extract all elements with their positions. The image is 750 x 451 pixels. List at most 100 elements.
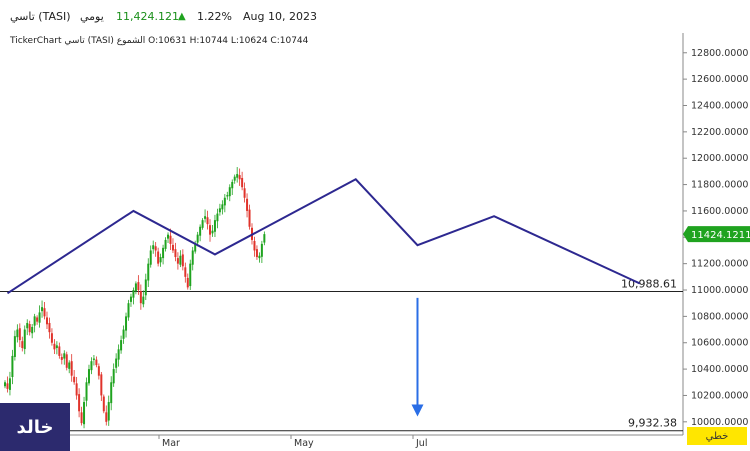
candle-body <box>80 412 83 424</box>
candle-body <box>196 234 199 243</box>
y-tick-label: 11000.0000 <box>691 285 748 296</box>
candle-body <box>97 366 100 376</box>
candle-body <box>144 279 147 296</box>
candle-body <box>248 209 251 227</box>
candle-body <box>60 356 63 360</box>
current-price-tag: 11424.1211 <box>683 226 750 243</box>
candle-body <box>87 369 90 384</box>
support-level-label: 9,932.38 <box>628 417 677 430</box>
candle-body <box>255 249 258 258</box>
candle-body <box>169 235 172 244</box>
y-tick-label: 10000.0000 <box>691 417 748 428</box>
candle-body <box>112 369 115 384</box>
y-tick-label: 12000.0000 <box>691 153 748 164</box>
candle-body <box>209 225 212 235</box>
y-tick-label: 10800.0000 <box>691 311 748 322</box>
candle-body <box>102 396 105 412</box>
candle-body <box>134 283 137 292</box>
candle-body <box>28 324 31 333</box>
candle-body <box>48 322 51 333</box>
candle-body <box>181 254 184 267</box>
candle-body <box>45 317 48 325</box>
candle-body <box>6 383 9 389</box>
candle-body <box>162 247 165 259</box>
ohlc-readout: TickerChart تاسي (TASI) الشموع O:10631 H… <box>10 36 309 46</box>
up-triangle-icon: ▲ <box>178 11 186 22</box>
candle-body <box>117 349 120 360</box>
candle-body <box>16 329 19 338</box>
candle-body <box>174 249 177 258</box>
candle-body <box>206 217 209 225</box>
candle-body <box>4 382 6 387</box>
candle-body <box>236 174 239 178</box>
candle-body <box>122 329 125 339</box>
y-tick-label: 10600.0000 <box>691 338 748 349</box>
candle-body <box>41 307 44 312</box>
candle-body <box>120 340 123 351</box>
candle-body <box>8 378 11 390</box>
y-tick-label: 12600.0000 <box>691 74 748 85</box>
candle-body <box>226 195 229 197</box>
candle-body <box>152 245 155 250</box>
candle-body <box>21 341 24 349</box>
candle-body <box>78 394 81 412</box>
x-tick-label: Mar <box>162 438 180 449</box>
candle-body <box>179 255 182 265</box>
candle-body <box>184 267 187 277</box>
candle-body <box>186 277 189 288</box>
candle-body <box>228 187 231 197</box>
candle-body <box>68 362 71 369</box>
candle-body <box>13 336 16 357</box>
candle-body <box>43 308 46 317</box>
candle-body <box>115 358 118 368</box>
current-price-box <box>683 226 750 243</box>
candle-body <box>100 374 103 396</box>
candle-body <box>63 353 66 359</box>
candle-body <box>55 345 58 349</box>
candle-body <box>73 376 76 383</box>
candle-body <box>18 328 21 341</box>
candle-body <box>211 230 214 234</box>
candle-body <box>154 246 157 251</box>
quote-header: تاسي (TASI) يومي 11,424.121 ▲ 1.22% Aug … <box>0 0 750 33</box>
candle-body <box>204 216 207 219</box>
y-tick-label: 12800.0000 <box>691 48 748 59</box>
candle-body <box>58 346 61 356</box>
candle-body <box>157 251 160 264</box>
candle-body <box>70 361 73 376</box>
candle-body <box>258 255 261 259</box>
candle-body <box>110 382 113 404</box>
change-percent: 1.22% <box>197 10 232 23</box>
symbol-name[interactable]: تاسي (TASI) <box>10 10 71 23</box>
x-tick-label: May <box>294 438 314 449</box>
candle-body <box>189 263 192 287</box>
y-tick-label: 10200.0000 <box>691 390 748 401</box>
candle-body <box>233 176 236 181</box>
timeframe-label[interactable]: يومي <box>80 10 104 23</box>
candle-body <box>107 402 110 421</box>
candle-body <box>129 296 132 302</box>
candle-body <box>194 243 197 252</box>
candle-body <box>142 296 145 305</box>
candle-body <box>65 354 68 368</box>
y-tick-label: 11800.0000 <box>691 180 748 191</box>
candle-body <box>167 234 170 239</box>
wave-pattern-line <box>6 178 641 295</box>
y-tick-label: 12200.0000 <box>691 127 748 138</box>
candle-body <box>50 333 53 343</box>
author-badge: خالد <box>0 403 70 451</box>
candle-body <box>33 316 36 326</box>
candle-body <box>147 263 150 281</box>
candle-body <box>105 412 108 422</box>
candle-body <box>231 181 234 189</box>
candle-body <box>191 250 194 265</box>
y-tick-label: 11200.0000 <box>691 259 748 270</box>
candle-body <box>11 355 14 378</box>
candle-body <box>132 290 135 298</box>
quote-date: Aug 10, 2023 <box>243 10 317 23</box>
chart-mode-button[interactable]: خطي <box>687 427 747 445</box>
candle-body <box>26 322 29 329</box>
candle-body <box>83 402 86 425</box>
